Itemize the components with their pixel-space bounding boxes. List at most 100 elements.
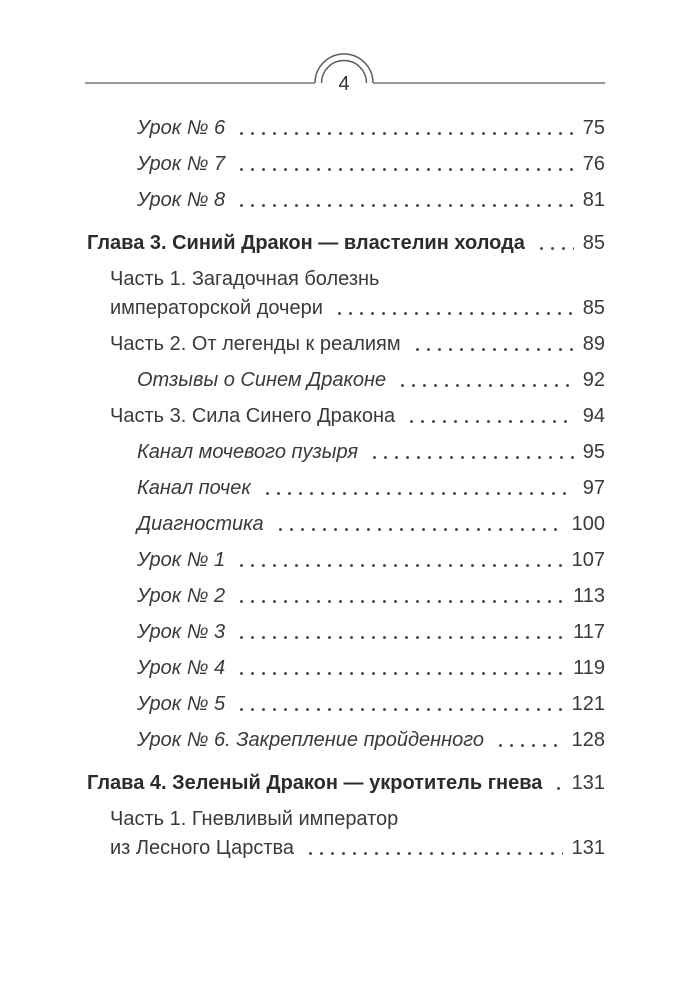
- toc-entry-title: Диагностика: [137, 513, 264, 535]
- toc-entry-title: Урок № 5: [137, 693, 226, 715]
- toc-entry-title: Урок № 8: [137, 189, 226, 211]
- toc-entry: Канал почек 97: [85, 477, 605, 500]
- toc-entry-line: Урок № 5 121: [137, 693, 605, 716]
- toc-entry: Часть 1. Загадочная болезнь императорско…: [85, 268, 605, 320]
- toc-entry-page: 95: [582, 441, 605, 463]
- arch-outer-arc-icon: [314, 53, 374, 84]
- dot-leader: [236, 585, 565, 608]
- dot-leader: [369, 441, 574, 464]
- toc-entry-title: Урок № 6. Закрепление пройденного: [137, 729, 485, 751]
- toc-entry-page: 76: [582, 153, 605, 175]
- toc-entry-title: Часть 2. От легенды к реалиям: [110, 333, 401, 355]
- toc-entry-title: Урок № 7: [137, 153, 226, 175]
- dot-leader: [535, 232, 574, 255]
- toc-entry: Глава 4. Зеленый Дракон — укротитель гне…: [85, 772, 605, 795]
- dot-leader: [236, 657, 565, 680]
- table-of-contents: Урок № 6 75 Урок № 7 76 Урок № 8 81 Глав…: [0, 112, 690, 860]
- toc-entry-line: Урок № 6. Закрепление пройденного 128: [137, 729, 605, 752]
- toc-entry-title: Урок № 1: [137, 549, 226, 571]
- dot-leader: [236, 117, 574, 140]
- dot-leader: [553, 772, 563, 795]
- page-number: 4: [338, 73, 349, 95]
- toc-entry-line: Часть 3. Сила Синего Дракона 94: [110, 405, 605, 428]
- toc-entry: Глава 3. Синий Дракон — властелин холода…: [85, 232, 605, 255]
- page-header: 4: [0, 0, 690, 112]
- toc-entry-line: Урок № 3 117: [137, 621, 605, 644]
- toc-entry-line: Урок № 7 76: [137, 153, 605, 176]
- dot-leader: [305, 837, 563, 860]
- toc-entry-page: 107: [571, 549, 605, 571]
- toc-entry: Урок № 4 119: [85, 657, 605, 680]
- toc-entry-page: 85: [582, 232, 605, 254]
- toc-entry-line: Глава 4. Зеленый Дракон — укротитель гне…: [87, 772, 605, 795]
- toc-entry-title-line: Часть 1. Гневливый император: [110, 808, 399, 830]
- dot-leader: [406, 405, 574, 428]
- toc-entry-title: Урок № 4: [137, 657, 226, 679]
- toc-entry: Урок № 8 81: [85, 189, 605, 212]
- toc-entry-line: Урок № 8 81: [137, 189, 605, 212]
- toc-entry: Часть 3. Сила Синего Дракона 94: [85, 405, 605, 428]
- toc-entry-line: императорской дочери 85: [110, 297, 605, 320]
- toc-entry-title: Урок № 2: [137, 585, 226, 607]
- toc-entry-title: Урок № 6: [137, 117, 226, 139]
- toc-entry: Урок № 5 121: [85, 693, 605, 716]
- toc-entry: Диагностика 100: [85, 513, 605, 536]
- dot-leader: [411, 333, 574, 356]
- toc-entry-title: Глава 3. Синий Дракон — властелин холода: [87, 232, 525, 254]
- toc-entry-page: 85: [582, 297, 605, 319]
- dot-leader: [274, 513, 563, 536]
- toc-entry-page: 75: [582, 117, 605, 139]
- toc-entry: Урок № 6 75: [85, 117, 605, 140]
- dot-leader: [236, 621, 565, 644]
- toc-entry-page: 131: [571, 772, 605, 794]
- toc-entry: Часть 2. От легенды к реалиям 89: [85, 333, 605, 356]
- toc-entry-line: Урок № 1 107: [137, 549, 605, 572]
- toc-entry-line: Урок № 2 113: [137, 585, 605, 608]
- toc-entry-page: 121: [571, 693, 605, 715]
- toc-entry-title: Часть 3. Сила Синего Дракона: [110, 405, 396, 427]
- toc-entry-page: 100: [571, 513, 605, 535]
- toc-entry-title-line: Часть 1. Загадочная болезнь: [110, 268, 380, 290]
- toc-entry: Урок № 1 107: [85, 549, 605, 572]
- toc-entry: Урок № 7 76: [85, 153, 605, 176]
- dot-leader: [236, 153, 574, 176]
- toc-entry-prelines: Часть 1. Гневливый император: [110, 808, 605, 831]
- toc-entry-title: Канал почек: [137, 477, 251, 499]
- toc-entry-page: 81: [582, 189, 605, 211]
- toc-entry-title: Урок № 3: [137, 621, 226, 643]
- dot-leader: [495, 729, 563, 752]
- dot-leader: [236, 189, 574, 212]
- toc-entry-line: Глава 3. Синий Дракон — властелин холода…: [87, 232, 605, 255]
- toc-entry-title: Глава 4. Зеленый Дракон — укротитель гне…: [87, 772, 543, 794]
- toc-entry-page: 113: [573, 585, 605, 607]
- toc-entry-title: императорской дочери: [110, 297, 323, 319]
- toc-entry-line: Урок № 4 119: [137, 657, 605, 680]
- toc-entry-page: 128: [571, 729, 605, 751]
- toc-entry-line: Урок № 6 75: [137, 117, 605, 140]
- toc-entry-page: 92: [582, 369, 605, 391]
- toc-entry-page: 117: [573, 621, 605, 643]
- toc-entry-page: 94: [582, 405, 605, 427]
- dot-leader: [236, 549, 563, 572]
- toc-entry-page: 97: [582, 477, 605, 499]
- toc-entry: Отзывы о Синем Драконе 92: [85, 369, 605, 392]
- toc-entry-page: 131: [571, 837, 605, 859]
- toc-entry-prelines: Часть 1. Загадочная болезнь: [110, 268, 605, 291]
- toc-entry-line: из Лесного Царства 131: [110, 837, 605, 860]
- header-ornament: 4: [85, 53, 605, 95]
- toc-entry-line: Канал почек 97: [137, 477, 605, 500]
- toc-entry-title: из Лесного Царства: [110, 837, 295, 859]
- toc-list: Урок № 6 75 Урок № 7 76 Урок № 8 81 Глав…: [85, 117, 605, 860]
- toc-entry: Урок № 6. Закрепление пройденного 128: [85, 729, 605, 752]
- toc-entry-page: 119: [573, 657, 605, 679]
- dot-leader: [397, 369, 574, 392]
- dot-leader: [261, 477, 574, 500]
- dot-leader: [236, 693, 563, 716]
- toc-entry-page: 89: [582, 333, 605, 355]
- toc-entry-line: Диагностика 100: [137, 513, 605, 536]
- toc-entry-line: Отзывы о Синем Драконе 92: [137, 369, 605, 392]
- toc-entry: Урок № 3 117: [85, 621, 605, 644]
- dot-leader: [333, 297, 574, 320]
- toc-entry-line: Часть 2. От легенды к реалиям 89: [110, 333, 605, 356]
